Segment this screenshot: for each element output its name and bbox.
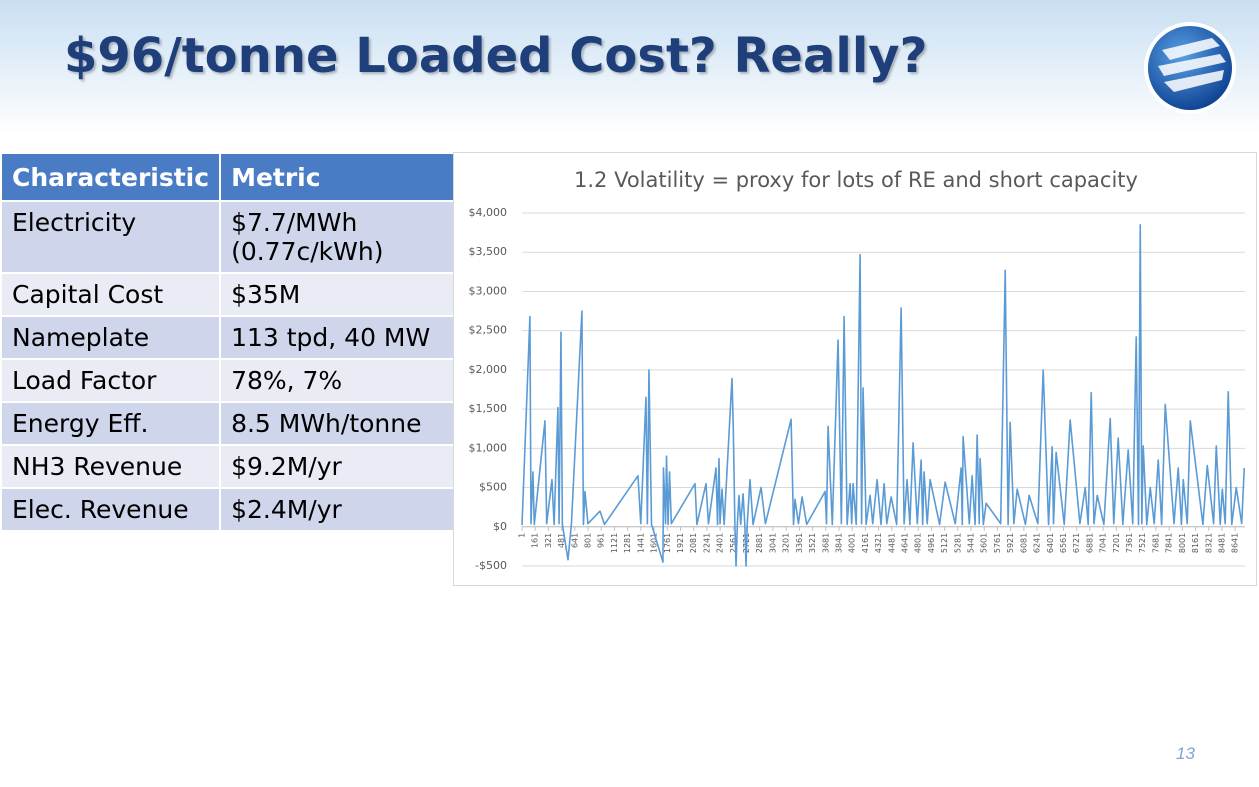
column-header: Characteristic [0,152,222,202]
characteristic-cell: Capital Cost [0,272,222,317]
x-tick-label: 2081 [689,533,698,553]
x-tick-label: 321 [544,533,553,548]
metric-cell: 113 tpd, 40 MW [219,315,464,360]
characteristic-cell: Electricity [0,200,222,274]
table-row: Nameplate 113 tpd, 40 MW [0,315,464,360]
logo-streaks [1158,38,1226,92]
x-tick-label: 5441 [967,533,976,553]
y-tick-label: $3,500 [469,245,508,258]
header-row: Characteristic Metric [0,152,464,202]
x-tick-label: 4961 [927,533,936,553]
x-tick-label: 4321 [874,533,883,553]
y-tick-label: $1,500 [469,402,508,415]
x-tick-label: 7041 [1099,533,1108,553]
table-row: Electricity $7.7/MWh (0.77c/kWh) [0,200,464,274]
x-tick-label: 8321 [1204,533,1213,553]
x-tick-label: 5921 [1006,533,1015,553]
x-tick-label: 6401 [1046,533,1055,553]
table-row: Elec. Revenue $2.4M/yr [0,487,464,532]
table-row: Load Factor 78%, 7% [0,358,464,403]
x-tick-label: 481 [557,533,566,548]
x-tick-label: 2241 [702,533,711,553]
x-tick-label: 8481 [1217,533,1226,553]
metric-cell: 8.5 MWh/tonne [219,401,464,446]
x-tick-label: 3361 [795,533,804,553]
logo [1144,22,1236,114]
x-tick-label: 6561 [1059,533,1068,553]
x-tick-label: 2401 [716,533,725,553]
banner [0,0,1259,135]
x-tick-label: 1281 [623,533,632,553]
x-tick-label: 8161 [1191,533,1200,553]
x-tick-label: 4001 [848,533,857,553]
table-row: Energy Eff. 8.5 MWh/tonne [0,401,464,446]
slide-title: $96/tonne Loaded Cost? Really? [64,28,928,84]
chart: 1.2 Volatility = proxy for lots of RE an… [453,152,1257,586]
x-tick-label: 7521 [1138,533,1147,553]
x-tick-label: 3201 [782,533,791,553]
y-tick-label: $3,000 [469,284,508,297]
table-body: Electricity $7.7/MWh (0.77c/kWh) Capital C… [0,200,464,532]
x-tick-label: 7361 [1125,533,1134,553]
x-tick-label: 6081 [1019,533,1028,553]
x-tick-label: 641 [570,533,579,548]
x-tick-label: 1121 [610,533,619,553]
y-tick-label: -$500 [475,559,507,572]
x-tick-label: 1761 [663,533,672,553]
x-tick-label: 4641 [901,533,910,553]
characteristic-cell: Elec. Revenue [0,487,222,532]
x-tick-label: 2561 [729,533,738,553]
y-tick-label: $0 [493,520,507,533]
x-tick-label: 5281 [953,533,962,553]
x-tick-label: 3681 [821,533,830,553]
x-tick-label: 1441 [636,533,645,553]
x-tick-label: 6881 [1085,533,1094,553]
y-tick-label: $4,000 [469,206,508,219]
x-tick-label: 3521 [808,533,817,553]
x-tick-label: 7681 [1151,533,1160,553]
x-tick-label: 8001 [1178,533,1187,553]
x-tick-label: 5121 [940,533,949,553]
column-header: Metric [219,152,464,202]
x-tick-label: 801 [584,533,593,548]
metric-cell: $35M [219,272,464,317]
x-tick-label: 6241 [1033,533,1042,553]
characteristic-cell: Energy Eff. [0,401,222,446]
y-tick-label: $500 [479,481,507,494]
x-tick-label: 4161 [861,533,870,553]
metrics-table: Characteristic Metric Electricity $7.7/MW… [0,152,464,532]
table-row: Capital Cost $35M [0,272,464,317]
x-tick-label: 3841 [834,533,843,553]
x-tick-label: 5761 [993,533,1002,553]
x-tick-label: 7201 [1112,533,1121,553]
metric-cell: $9.2M/yr [219,444,464,489]
price-line [521,223,1246,567]
table-row: NH3 Revenue $9.2M/yr [0,444,464,489]
characteristic-cell: Nameplate [0,315,222,360]
x-tick-label: 6721 [1072,533,1081,553]
y-tick-label: $2,500 [469,324,508,337]
characteristic-cell: Load Factor [0,358,222,403]
x-tick-label: 8641 [1231,533,1240,553]
metric-cell: $7.7/MWh (0.77c/kWh) [219,200,464,274]
chart-title: 1.2 Volatility = proxy for lots of RE an… [574,168,1138,192]
x-tick-label: 3041 [768,533,777,553]
x-tick-label: 4801 [914,533,923,553]
x-tick-label: 161 [531,533,540,548]
x-tick-label: 5601 [980,533,989,553]
x-tick-label: 1 [518,533,527,538]
characteristic-cell: NH3 Revenue [0,444,222,489]
x-tick-label: 2881 [755,533,764,553]
x-tick-label: 1921 [676,533,685,553]
metric-cell: 78%, 7% [219,358,464,403]
x-tick-label: 7841 [1165,533,1174,553]
x-tick-label: 1601 [650,533,659,553]
y-tick-label: $2,000 [469,363,508,376]
y-tick-label: $1,000 [469,441,508,454]
page-number: 13 [1176,744,1195,763]
x-tick-label: 4481 [887,533,896,553]
metric-cell: $2.4M/yr [219,487,464,532]
x-tick-label: 961 [597,533,606,548]
